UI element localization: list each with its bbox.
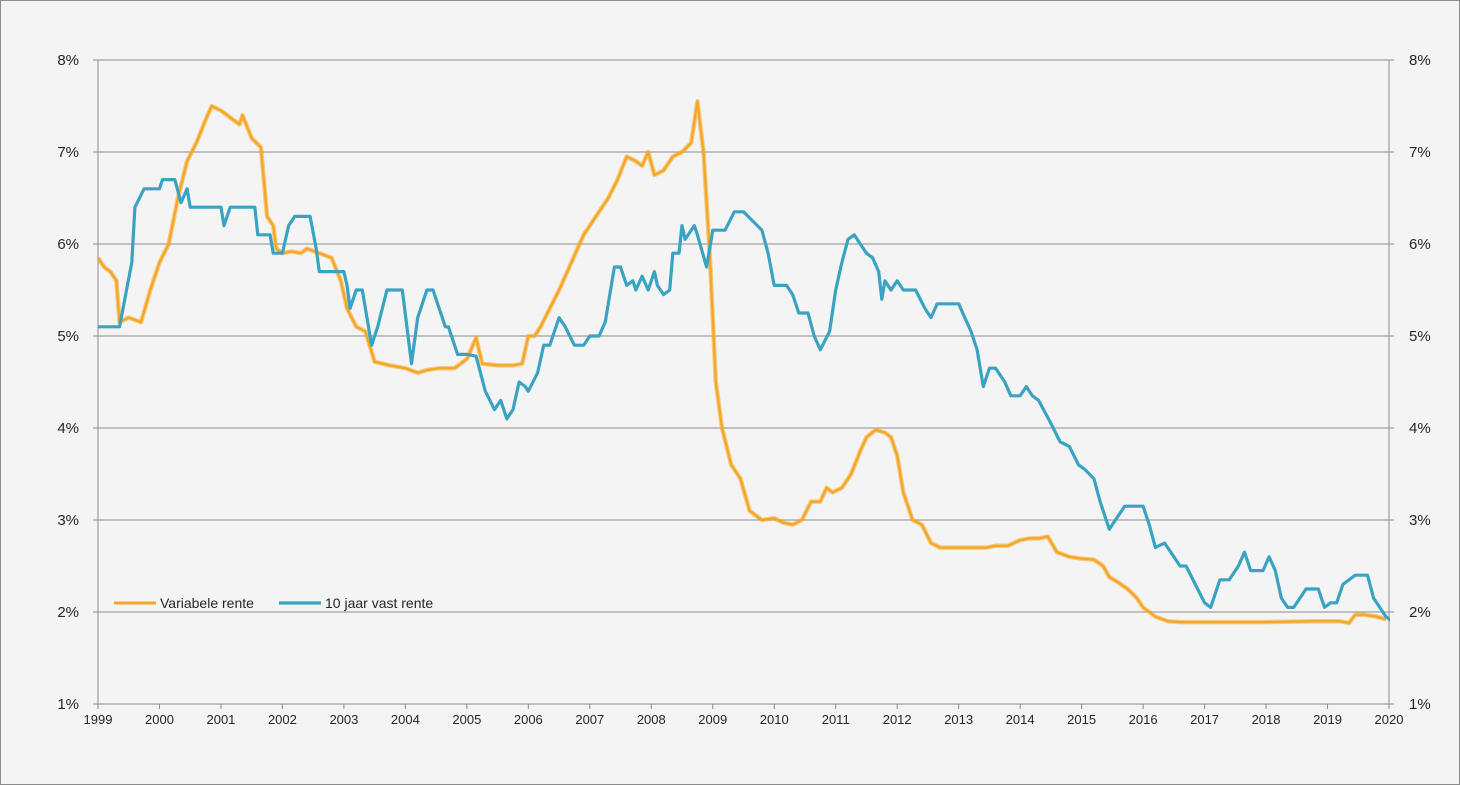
series-line-10-jaar-vast-rente bbox=[98, 178, 1390, 622]
y-tick-label-right: 5% bbox=[1409, 328, 1431, 345]
y-tick-label-right: 7% bbox=[1409, 144, 1431, 161]
legend: Variabele rente 10 jaar vast rente bbox=[114, 595, 433, 611]
x-tick-label: 2006 bbox=[514, 712, 543, 727]
x-tick-label: 2018 bbox=[1252, 712, 1281, 727]
y-tick-label: 1% bbox=[57, 696, 79, 713]
x-tick-label: 2000 bbox=[145, 712, 174, 727]
legend-label: Variabele rente bbox=[160, 595, 254, 611]
gridlines bbox=[98, 59, 1389, 613]
x-tick-label: 2016 bbox=[1129, 712, 1158, 727]
x-tick-label: 2014 bbox=[1006, 712, 1035, 727]
y-tick-label-right: 4% bbox=[1409, 420, 1431, 437]
x-tick-label: 2017 bbox=[1190, 712, 1219, 727]
y-tick-label: 4% bbox=[57, 420, 79, 437]
x-tick-label: 2009 bbox=[698, 712, 727, 727]
legend-label: 10 jaar vast rente bbox=[325, 595, 433, 611]
x-tick-label: 2012 bbox=[883, 712, 912, 727]
series-line-glow bbox=[98, 99, 1387, 626]
y-tick-label-right: 2% bbox=[1409, 604, 1431, 621]
y-tick-label-right: 1% bbox=[1409, 696, 1431, 713]
x-tick-label: 2008 bbox=[637, 712, 666, 727]
y-tick-label: 6% bbox=[57, 236, 79, 253]
x-tick-label: 2005 bbox=[452, 712, 481, 727]
x-tick-label: 1999 bbox=[84, 712, 113, 727]
x-tick-label: 2003 bbox=[329, 712, 358, 727]
x-tick-label: 2020 bbox=[1375, 712, 1404, 727]
x-tick-label: 2002 bbox=[268, 712, 297, 727]
y-tick-label-right: 8% bbox=[1409, 52, 1431, 69]
axes: 1% 1% 2% 2% 3% 3% 4% 4% 5% 5% 6% 6% 7% 7% 8% 8% 1999 2000… bbox=[57, 52, 1430, 727]
y-tick-label-right: 6% bbox=[1409, 236, 1431, 253]
x-tick-label: 2013 bbox=[944, 712, 973, 727]
y-tick-label: 8% bbox=[57, 52, 79, 69]
y-tick-label: 2% bbox=[57, 604, 79, 621]
x-tick-label: 2007 bbox=[575, 712, 604, 727]
series-line-variabele-rente bbox=[98, 100, 1387, 625]
x-tick-label: 2015 bbox=[1067, 712, 1096, 727]
y-tick-label: 7% bbox=[57, 144, 79, 161]
x-tick-label: 2019 bbox=[1313, 712, 1342, 727]
y-tick-label: 3% bbox=[57, 512, 79, 529]
series-lines bbox=[98, 99, 1390, 626]
y-tick-label-right: 3% bbox=[1409, 512, 1431, 529]
x-tick-label: 2010 bbox=[760, 712, 789, 727]
x-tick-label: 2004 bbox=[391, 712, 420, 727]
x-tick-label: 2001 bbox=[206, 712, 235, 727]
x-tick-label: 2011 bbox=[822, 712, 850, 727]
y-tick-label: 5% bbox=[57, 328, 79, 345]
